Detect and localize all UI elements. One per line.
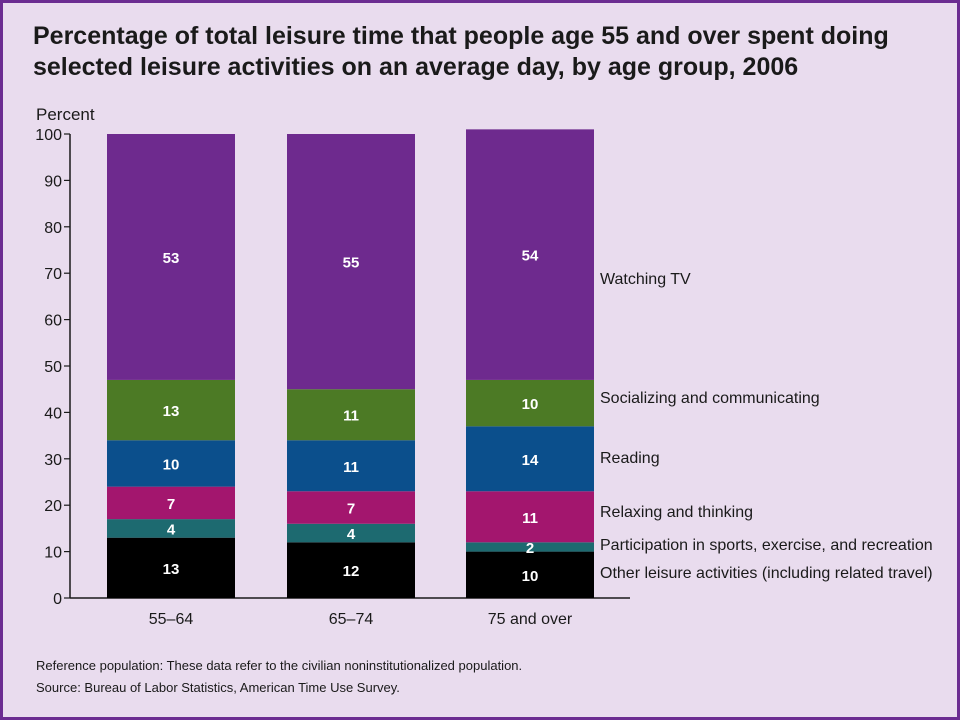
data-label: 11	[343, 408, 359, 425]
y-tick-label: 100	[35, 127, 62, 144]
data-label: 11	[522, 510, 538, 527]
data-label: 7	[167, 496, 175, 513]
chart-notes: Reference population: These data refer t…	[36, 655, 522, 699]
data-label: 7	[347, 501, 355, 518]
series-label: Participation in sports, exercise, and r…	[600, 537, 933, 554]
y-tick-label: 30	[44, 452, 62, 469]
bar-segment	[287, 491, 415, 524]
bar-segment	[466, 379, 594, 427]
y-tick-label: 0	[53, 591, 62, 608]
bar-segment	[107, 134, 235, 380]
bar-segment	[466, 542, 594, 552]
bar-segment	[466, 129, 594, 380]
bar-segment	[287, 542, 415, 598]
series-label: Watching TV	[600, 271, 691, 288]
x-tick-label: 75 and over	[488, 611, 573, 628]
bar-segment	[287, 389, 415, 441]
bar-segment	[107, 519, 235, 538]
data-label: 13	[163, 561, 180, 578]
data-label: 2	[526, 540, 534, 557]
bar-segment	[466, 551, 594, 598]
data-label: 14	[522, 452, 539, 469]
y-tick-label: 80	[44, 220, 62, 237]
bar-segment	[107, 379, 235, 441]
series-label: Socializing and communicating	[600, 390, 820, 407]
data-label: 13	[163, 403, 180, 420]
y-tick-label: 90	[44, 173, 62, 190]
bar-segment	[466, 426, 594, 492]
series-label: Other leisure activities (including rela…	[600, 565, 933, 582]
y-tick-label: 20	[44, 498, 62, 515]
y-tick-label: 70	[44, 266, 62, 283]
data-label: 11	[343, 459, 359, 476]
y-axis-label: Percent	[36, 105, 95, 124]
y-tick-label: 50	[44, 359, 62, 376]
data-label: 4	[347, 526, 356, 543]
bar-segment	[287, 523, 415, 543]
series-label: Relaxing and thinking	[600, 504, 753, 521]
bar-segment	[107, 440, 235, 487]
source-note: Source: Bureau of Labor Statistics, Amer…	[36, 680, 400, 695]
bar-segment	[466, 491, 594, 543]
data-label: 12	[343, 563, 360, 580]
chart-title: Percentage of total leisure time that pe…	[33, 22, 889, 81]
series-label: Reading	[600, 450, 660, 467]
reference-note: Reference population: These data refer t…	[36, 658, 523, 673]
data-label: 10	[522, 396, 539, 413]
y-tick-label: 40	[44, 405, 62, 422]
x-tick-label: 65–74	[329, 611, 374, 628]
data-label: 55	[343, 255, 360, 272]
data-label: 54	[522, 248, 539, 265]
data-label: 4	[167, 521, 176, 538]
bar-segment	[287, 134, 415, 390]
data-label: 53	[163, 250, 180, 267]
data-label: 10	[522, 568, 539, 585]
y-tick-label: 60	[44, 313, 62, 330]
bar-segment	[287, 440, 415, 492]
bar-segment	[107, 537, 235, 598]
x-tick-label: 55–64	[149, 611, 194, 628]
y-tick-label: 10	[44, 545, 62, 562]
data-label: 10	[163, 456, 180, 473]
bar-segment	[107, 486, 235, 520]
